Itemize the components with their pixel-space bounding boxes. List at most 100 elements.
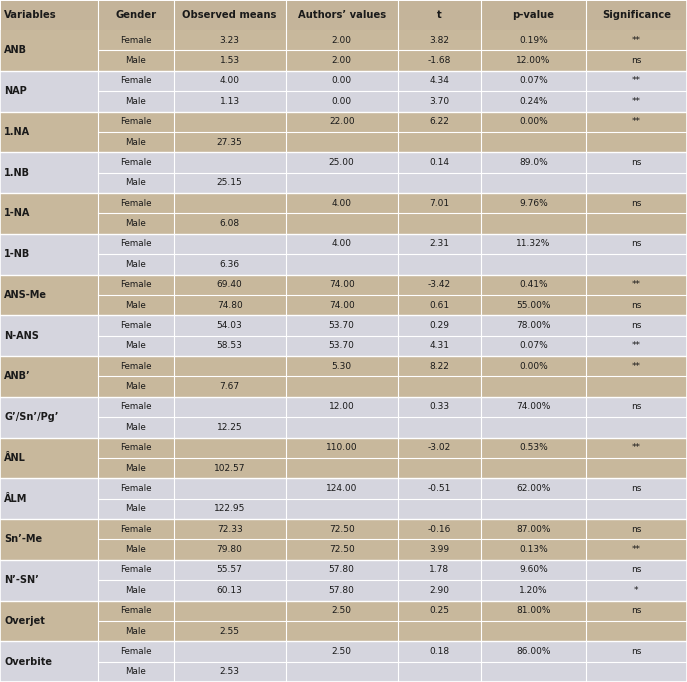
Text: 0.25: 0.25 <box>429 606 449 615</box>
Text: Male: Male <box>125 178 146 188</box>
Text: 55.00%: 55.00% <box>516 301 550 310</box>
Bar <box>0 152 687 193</box>
Bar <box>0 111 687 152</box>
Bar <box>98 0 174 30</box>
Text: ns: ns <box>631 198 642 208</box>
Text: **: ** <box>632 97 641 106</box>
Text: 122.95: 122.95 <box>214 504 245 514</box>
Text: 4.31: 4.31 <box>429 341 449 351</box>
Text: ns: ns <box>631 565 642 574</box>
Text: Female: Female <box>120 117 151 126</box>
Text: -3.02: -3.02 <box>428 443 451 452</box>
Text: 7.67: 7.67 <box>220 382 240 391</box>
Text: Male: Male <box>125 97 146 106</box>
Text: 12.25: 12.25 <box>217 423 243 432</box>
Text: Female: Female <box>120 647 151 656</box>
Text: ÂNL: ÂNL <box>4 453 26 463</box>
Text: Observed means: Observed means <box>183 10 277 20</box>
Text: 6.22: 6.22 <box>429 117 449 126</box>
Text: 8.22: 8.22 <box>429 361 449 371</box>
Text: ns: ns <box>631 402 642 411</box>
Text: 3.99: 3.99 <box>429 545 449 554</box>
Text: 9.76%: 9.76% <box>519 198 548 208</box>
Text: 54.03: 54.03 <box>216 321 243 330</box>
Text: 1.78: 1.78 <box>429 565 449 574</box>
Text: G’/Sn’/Pg’: G’/Sn’/Pg’ <box>4 412 58 422</box>
Text: Male: Male <box>125 341 146 351</box>
Text: 1-NB: 1-NB <box>4 249 30 259</box>
Text: **: ** <box>632 341 641 351</box>
Text: 74.00%: 74.00% <box>516 402 550 411</box>
Text: Significance: Significance <box>602 10 671 20</box>
Text: Male: Male <box>125 301 146 310</box>
Text: Female: Female <box>120 321 151 330</box>
Text: Male: Male <box>125 464 146 473</box>
Text: 57.80: 57.80 <box>329 586 354 595</box>
Text: 0.24%: 0.24% <box>519 97 548 106</box>
Text: ns: ns <box>631 647 642 656</box>
Text: Female: Female <box>120 239 151 248</box>
Text: 0.61: 0.61 <box>429 301 449 310</box>
Text: 0.07%: 0.07% <box>519 76 548 85</box>
Bar <box>0 71 687 111</box>
Text: Male: Male <box>125 423 146 432</box>
Text: 0.00: 0.00 <box>332 76 352 85</box>
Text: Female: Female <box>120 280 151 289</box>
Text: 0.00: 0.00 <box>332 97 352 106</box>
Text: Male: Male <box>125 260 146 269</box>
Text: Authors’ values: Authors’ values <box>297 10 386 20</box>
Text: 1.NB: 1.NB <box>4 168 30 177</box>
Text: ns: ns <box>631 606 642 615</box>
Text: 25.15: 25.15 <box>216 178 243 188</box>
Text: **: ** <box>632 443 641 452</box>
Text: 58.53: 58.53 <box>216 341 243 351</box>
Text: 0.29: 0.29 <box>429 321 449 330</box>
Text: **: ** <box>632 117 641 126</box>
Text: 53.70: 53.70 <box>329 321 354 330</box>
Text: Male: Male <box>125 586 146 595</box>
Text: 4.00: 4.00 <box>332 239 352 248</box>
Text: 1.20%: 1.20% <box>519 586 548 595</box>
Text: ns: ns <box>631 524 642 534</box>
Text: 69.40: 69.40 <box>216 280 243 289</box>
Text: 11.32%: 11.32% <box>516 239 550 248</box>
Text: Male: Male <box>125 219 146 228</box>
Text: 0.07%: 0.07% <box>519 341 548 351</box>
Text: 74.00: 74.00 <box>329 280 354 289</box>
Bar <box>0 30 687 71</box>
Text: ns: ns <box>631 56 642 65</box>
Text: 4.00: 4.00 <box>332 198 352 208</box>
Text: 55.57: 55.57 <box>216 565 243 574</box>
Bar <box>286 0 398 30</box>
Text: 1.NA: 1.NA <box>4 127 30 137</box>
Text: 1.13: 1.13 <box>220 97 240 106</box>
Text: ÂLM: ÂLM <box>4 494 27 503</box>
Text: Female: Female <box>120 565 151 574</box>
Text: **: ** <box>632 361 641 371</box>
Bar <box>0 519 687 560</box>
Text: Overjet: Overjet <box>4 616 45 626</box>
Text: 3.82: 3.82 <box>429 35 449 45</box>
Bar <box>0 641 687 682</box>
Text: 2.53: 2.53 <box>220 667 240 677</box>
Text: -1.68: -1.68 <box>427 56 451 65</box>
Text: 6.08: 6.08 <box>220 219 240 228</box>
Text: 78.00%: 78.00% <box>516 321 550 330</box>
Text: NAP: NAP <box>4 86 27 96</box>
Text: ANS-Me: ANS-Me <box>4 290 47 300</box>
Text: Male: Male <box>125 504 146 514</box>
Text: 7.01: 7.01 <box>429 198 449 208</box>
Bar <box>174 0 286 30</box>
Text: 2.50: 2.50 <box>332 606 352 615</box>
Text: 0.41%: 0.41% <box>519 280 548 289</box>
Text: Male: Male <box>125 56 146 65</box>
Bar <box>481 0 586 30</box>
Text: Female: Female <box>120 198 151 208</box>
Text: 22.00: 22.00 <box>329 117 354 126</box>
Text: 4.34: 4.34 <box>429 76 449 85</box>
Text: 0.00%: 0.00% <box>519 117 548 126</box>
Text: Female: Female <box>120 606 151 615</box>
Text: ns: ns <box>631 239 642 248</box>
Text: Female: Female <box>120 484 151 493</box>
Bar <box>586 0 687 30</box>
